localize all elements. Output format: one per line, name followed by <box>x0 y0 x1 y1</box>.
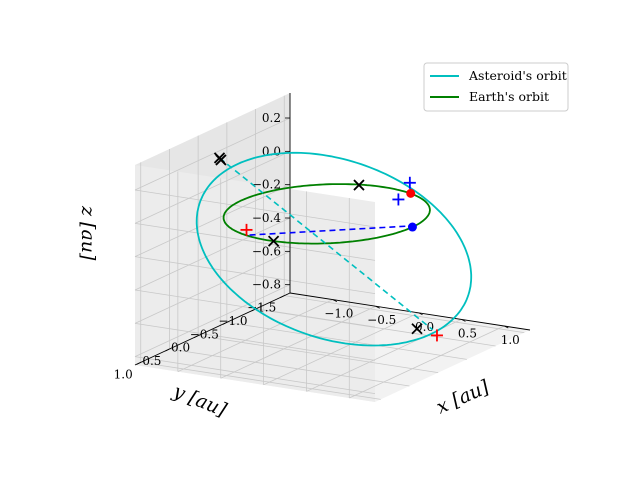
legend: Asteroid's orbit Earth's orbit <box>423 62 569 112</box>
z-tick-label: −0.8 <box>252 278 281 292</box>
grid-line-z <box>134 189 376 228</box>
y-tick-mark <box>280 295 285 299</box>
grid-line-z <box>134 256 376 295</box>
plus-marker <box>240 223 253 236</box>
y-tick-mark <box>222 321 228 325</box>
y-tick-label: −1.0 <box>218 314 247 328</box>
z-axis-label: z [au] <box>77 205 99 261</box>
y-tick-label: 1.0 <box>114 367 133 381</box>
cross-marker <box>353 179 365 191</box>
y-tick-label: 0.5 <box>142 354 161 368</box>
z-tick-label: 0.2 <box>262 111 281 125</box>
x-tick-label: −1.0 <box>324 307 353 321</box>
cross-stroke <box>411 323 423 335</box>
legend-label-earth: Earth's orbit <box>469 89 549 104</box>
asteroid-s-orbit-curve <box>195 151 473 347</box>
grid-line-y <box>226 321 467 360</box>
z-tick-label: −0.4 <box>252 211 282 225</box>
x-tick-mark <box>332 299 338 302</box>
z-tick-label: −0.2 <box>252 178 281 192</box>
tick-labels: −1.0 −0.5 0.0 0.5 1.01.00.50.0−0.5−1.0−1.50.… <box>114 111 520 381</box>
right-pane <box>135 165 375 402</box>
axis-panes <box>135 93 530 402</box>
y-axis-label: y [au] <box>169 380 230 422</box>
x-axis-label: x [au] <box>433 376 493 419</box>
grid-line-x <box>349 325 505 399</box>
y-tick-label: 0.0 <box>171 341 190 355</box>
cross-marker <box>411 323 423 335</box>
dashed-line <box>246 224 416 236</box>
grid-line-y <box>140 361 381 400</box>
cross-stroke <box>267 235 280 247</box>
plus-marker <box>403 176 416 189</box>
legend-frame <box>423 62 569 112</box>
grid-line-y <box>198 335 439 374</box>
y-tick-label: −0.5 <box>190 327 219 341</box>
series-layer <box>195 151 473 347</box>
x-tick-mark <box>461 319 466 322</box>
grid-line-z <box>134 150 291 224</box>
grid-line-z <box>134 284 291 358</box>
dot-marker <box>406 188 416 198</box>
y-tick-mark <box>136 361 141 365</box>
grid-line-z <box>134 356 376 395</box>
x-tick-mark <box>375 305 380 309</box>
x-tick-mark <box>504 325 509 329</box>
grid-line-z <box>134 217 291 291</box>
grid-line-x <box>263 312 419 386</box>
dot-marker <box>407 222 417 232</box>
y-tick-label: −1.5 <box>247 301 276 315</box>
y-tick-mark <box>165 348 170 352</box>
grid-line-z <box>134 117 291 191</box>
grid-line-x <box>220 305 376 379</box>
grid-line-y <box>169 348 410 387</box>
legend-label-asteroid: Asteroid's orbit <box>468 68 567 83</box>
grid-line-y <box>284 295 525 334</box>
y-tick-mark <box>193 335 199 339</box>
grid-line-z <box>134 322 376 361</box>
y-axis-line <box>134 292 291 366</box>
x-tick-label: 1.0 <box>501 333 520 347</box>
grid-line-z <box>134 250 291 324</box>
grid-line-z <box>134 222 376 261</box>
grid-line-x <box>177 299 334 372</box>
z-tick-label: −0.6 <box>252 244 281 258</box>
earth-s-orbit-curve <box>222 183 431 245</box>
x-tick-mark <box>418 312 423 316</box>
plus-marker <box>430 329 443 342</box>
dashed-line <box>218 157 434 331</box>
cross-stroke <box>215 154 227 166</box>
grid-line-y <box>255 308 496 347</box>
cross-marker <box>267 235 280 247</box>
x-tick-label: −0.5 <box>367 313 396 327</box>
cross-marker <box>215 154 227 166</box>
marker-layer <box>213 152 443 342</box>
plus-marker <box>392 193 405 206</box>
cross-stroke <box>353 179 365 191</box>
grid-line-z <box>134 184 291 258</box>
x-tick-label: 0.5 <box>458 326 477 340</box>
